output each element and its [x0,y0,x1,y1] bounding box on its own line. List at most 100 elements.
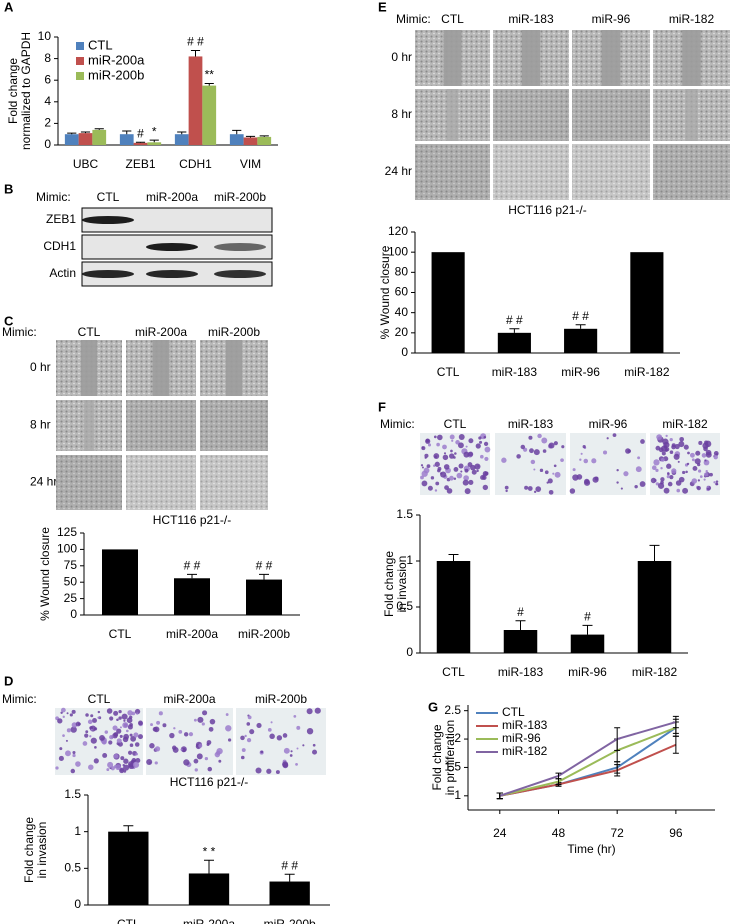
stained-cell [283,747,290,754]
error-bar [582,624,593,635]
x-tick-label: CTL [442,665,465,679]
stained-cell [302,744,305,747]
error-bar [122,130,132,135]
y-axis-label: Fold change [430,724,444,790]
stained-cell [660,477,665,482]
annotation: * [152,124,157,138]
stained-cell [127,724,133,730]
stained-cell [240,755,245,760]
stained-cell [664,448,669,453]
stained-cell [449,453,455,459]
stained-cell [576,474,583,480]
bar [102,549,138,615]
shade [572,144,650,200]
stained-cell [85,730,89,734]
stained-cell [660,480,664,485]
legend-label: miR-200a [88,52,145,67]
stained-cell [524,485,529,490]
stained-cell [183,759,190,766]
row-label: 0 hr [391,50,412,64]
stained-cell [535,486,542,492]
panel-letter: D [4,673,13,688]
stained-cell [437,466,442,471]
column-label: miR-96 [592,12,631,26]
x-tick-label: CTL [437,365,460,379]
shade [653,144,730,200]
stained-cell [227,738,232,742]
stained-cell [109,716,114,721]
stained-cell [692,466,698,471]
legend-label: miR-183 [502,718,548,732]
stained-cell [458,434,465,440]
y-tick-label: 0 [406,645,413,659]
stained-cell [246,738,252,743]
stained-cell [198,743,203,748]
stained-cell [72,750,76,755]
stained-cell [197,716,204,723]
micrograph [493,89,569,141]
error-bar [649,544,660,561]
stained-cell [289,754,293,757]
bar [108,831,149,905]
column-label: miR-200b [208,325,260,339]
error-bar [187,573,197,579]
y-tick-label: 1.5 [396,507,413,521]
stained-cell [173,727,176,730]
stained-cell [154,746,161,752]
stained-cell [530,459,536,465]
annotation: # # [187,35,204,49]
stained-cell [75,761,81,767]
stained-cell [465,445,468,448]
stained-cell [162,723,167,728]
stained-cell [705,449,712,456]
stained-cell [483,435,487,439]
stained-cell [113,753,119,759]
stained-cell [123,758,129,764]
stained-cell [464,468,469,473]
stained-cell [62,734,65,737]
stained-cell [463,451,470,458]
stained-cell [255,767,262,774]
stained-cell [450,449,453,453]
stained-cell [152,726,158,732]
y-tick-label: 10 [38,29,52,43]
panel-letter: E [378,0,387,14]
shade [56,455,122,510]
stained-cell [703,478,706,481]
stained-cell [666,475,670,479]
stained-cell [584,478,590,485]
stained-cell [421,466,424,469]
y-axis-label: Fold change [22,817,36,883]
stained-cell [582,444,586,449]
stained-cell [423,467,430,474]
stained-cell [553,464,557,468]
stained-cell [683,444,689,450]
stained-cell [616,468,619,472]
error-bar [94,128,104,130]
stained-cell [135,752,138,756]
shade [493,89,569,141]
stained-cell [194,768,198,772]
stained-cell [579,458,582,461]
stained-cell [433,453,440,459]
stained-cell [552,472,555,475]
error-bar [232,129,242,135]
stained-cell [127,750,133,755]
stained-cell [663,441,670,449]
bar [431,252,465,353]
x-tick-label: 96 [669,826,683,840]
stained-cell [484,471,489,476]
stained-cell [296,747,299,750]
stained-cell [437,434,443,441]
stained-cell [667,481,673,487]
stained-cell [462,479,469,486]
y-tick-label: 100 [388,244,408,258]
stained-cell [70,768,76,774]
stained-cell [201,722,205,726]
y-axis-label: Fold change [6,58,20,124]
bar [174,134,189,145]
y-tick-label: 0 [44,137,51,151]
error-bar [672,735,679,754]
micrograph [572,89,650,141]
row-label: CDH1 [43,239,76,253]
